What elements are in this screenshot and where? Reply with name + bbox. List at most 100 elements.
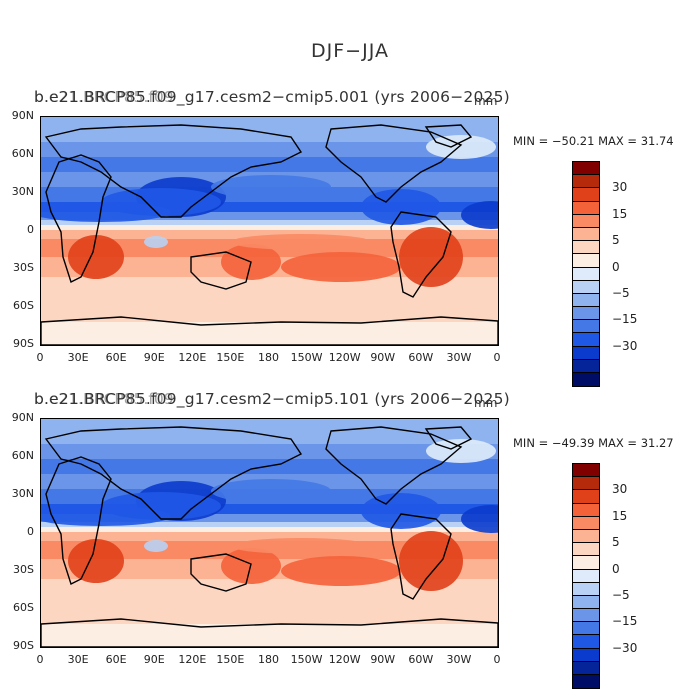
contour-band	[41, 220, 498, 225]
colorbar-tick-label: −5	[612, 286, 630, 300]
colorbar-swatch	[573, 503, 599, 517]
contour-band	[41, 527, 498, 532]
colorbar-swatch	[573, 609, 599, 623]
contour-band	[41, 117, 498, 142]
panel-1-stats: MIN = −50.21 MAX = 31.74	[513, 134, 674, 148]
lat-tick-label: 30N	[11, 487, 34, 500]
lon-tick-label: 90W	[370, 653, 396, 666]
lon-tick-label: 150W	[290, 351, 323, 364]
colorbar-swatch	[573, 214, 599, 228]
contour-band	[41, 277, 498, 297]
anomaly-blob	[281, 556, 401, 586]
lon-tick-label: 120W	[328, 351, 361, 364]
colorbar-swatch	[573, 175, 599, 189]
panel-2-units: mm	[474, 396, 498, 410]
panel-2-stats: MIN = −49.39 MAX = 31.27	[513, 436, 674, 450]
anomaly-blob	[144, 236, 168, 248]
lat-tick-label: 30S	[13, 261, 34, 274]
colorbar-swatch	[573, 569, 599, 583]
colorbar-tick-label: 15	[612, 206, 628, 221]
anomaly-blob	[361, 189, 441, 225]
contour-band	[41, 230, 498, 239]
lon-tick-label: 60W	[408, 351, 434, 364]
lat-tick-label: 90S	[13, 337, 34, 350]
lon-tick-label: 60E	[105, 351, 127, 364]
contour-band	[41, 322, 498, 345]
coastline	[190, 251, 252, 290]
panel-1-units: mm	[474, 94, 498, 108]
anomaly-blob	[426, 135, 496, 159]
lon-tick-label: 180	[258, 351, 279, 364]
colorbar-tick-label: 0	[612, 259, 620, 274]
anomaly-blob	[144, 540, 168, 552]
lon-tick-label: 90E	[143, 351, 165, 364]
contour-band	[41, 532, 498, 541]
colorbar-swatch	[573, 373, 599, 387]
coastline	[325, 124, 463, 203]
anomaly-blob	[231, 538, 371, 554]
coastline	[45, 456, 112, 585]
colorbar-swatch	[573, 293, 599, 308]
anomaly-blob	[426, 439, 496, 463]
colorbar-swatch	[573, 477, 599, 491]
coastline	[44, 124, 303, 218]
panel-2-colorbar	[572, 463, 600, 690]
panel-1-overlap-label: b.e21.BRCP85.f09	[34, 88, 174, 106]
anomaly-blob	[41, 202, 171, 222]
coastline	[390, 211, 452, 298]
colorbar-swatch	[573, 516, 599, 530]
lat-tick-label: 60N	[11, 449, 34, 462]
lon-tick-label: 0	[493, 351, 501, 364]
lon-tick-label: 30E	[67, 653, 89, 666]
contour-band	[41, 579, 498, 599]
colorbar-swatch	[573, 201, 599, 215]
colorbar-swatch	[573, 622, 599, 636]
lat-tick-label: 30S	[13, 563, 34, 576]
map-panel-2: b.e21.BRCP85.f09 b.e21.BRCP85.f09_g17.ce…	[0, 302, 700, 690]
lon-tick-label: 120W	[328, 653, 361, 666]
colorbar-swatch	[573, 595, 599, 610]
colorbar-swatch	[573, 490, 599, 504]
colorbar-swatch	[573, 307, 599, 321]
anomaly-blob	[361, 493, 441, 529]
colorbar-swatch	[573, 188, 599, 202]
lon-tick-label: 90E	[143, 653, 165, 666]
lon-tick-label: 0	[36, 351, 44, 364]
anomaly-blob	[399, 227, 463, 287]
colorbar-swatch	[573, 241, 599, 255]
colorbar-swatch	[573, 267, 599, 281]
coastline	[424, 124, 473, 148]
contour-band	[41, 212, 498, 220]
coastline	[390, 513, 452, 600]
figure-title: DJF−JJA	[311, 40, 389, 62]
panel-1-colorbar	[572, 161, 600, 388]
colorbar-swatch	[573, 464, 599, 478]
colorbar-swatch	[573, 529, 599, 544]
colorbar-swatch	[573, 648, 599, 662]
lat-tick-label: 60S	[13, 601, 34, 614]
colorbar-tick-label: −5	[612, 588, 630, 602]
lat-tick-label: 90N	[11, 109, 34, 122]
lon-tick-label: 60W	[408, 653, 434, 666]
coastline	[41, 316, 498, 345]
colorbar-tick-label: −15	[612, 312, 638, 327]
contour-band	[41, 522, 498, 527]
coastline	[45, 154, 112, 283]
lat-tick-label: 30N	[11, 185, 34, 198]
anomaly-blob	[68, 235, 124, 279]
lon-tick-label: 150E	[216, 351, 245, 364]
lon-tick-label: 0	[36, 653, 44, 666]
contour-band	[41, 504, 498, 514]
anomaly-blob	[41, 506, 171, 526]
lat-tick-label: 90S	[13, 639, 34, 652]
lon-tick-label: 30W	[446, 351, 472, 364]
anomaly-blob	[211, 175, 331, 199]
colorbar-tick-label: −30	[612, 338, 638, 353]
contour-band	[41, 514, 498, 522]
lat-tick-label: 0	[27, 223, 34, 236]
colorbar-swatch	[573, 675, 599, 689]
colorbar-swatch	[573, 346, 599, 360]
anomaly-blob	[231, 234, 371, 250]
lat-tick-label: 0	[27, 525, 34, 538]
anomaly-blob	[281, 252, 401, 282]
